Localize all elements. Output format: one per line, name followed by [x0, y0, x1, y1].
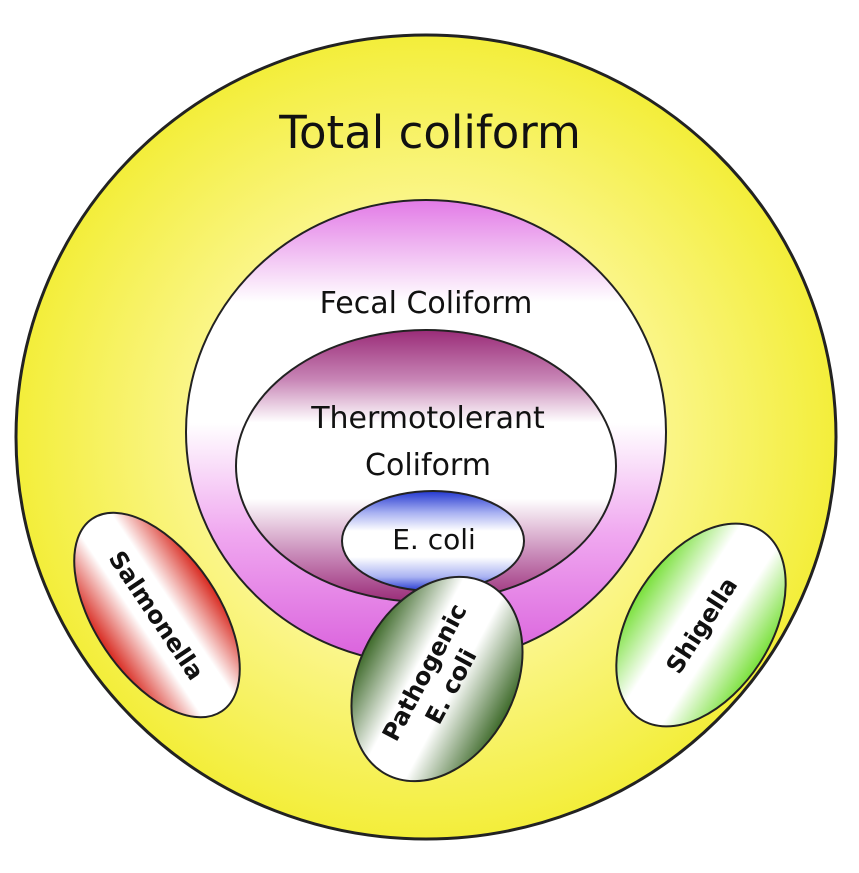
thermotolerant-label-line2: Coliform — [365, 448, 491, 483]
thermotolerant-label-line1: Thermotolerant — [310, 401, 545, 436]
salmonella-region: Salmonella — [73, 511, 241, 719]
fecal-coliform-label: Fecal Coliform — [320, 286, 533, 321]
e-coli-label: E. coli — [392, 523, 476, 556]
pathogenic-e-coli-region: Pathogenic E. coli — [350, 575, 524, 783]
shigella-region: Shigella — [615, 522, 787, 728]
e-coli-region: E. coli — [341, 490, 525, 592]
total-coliform-label: Total coliform — [278, 106, 581, 159]
